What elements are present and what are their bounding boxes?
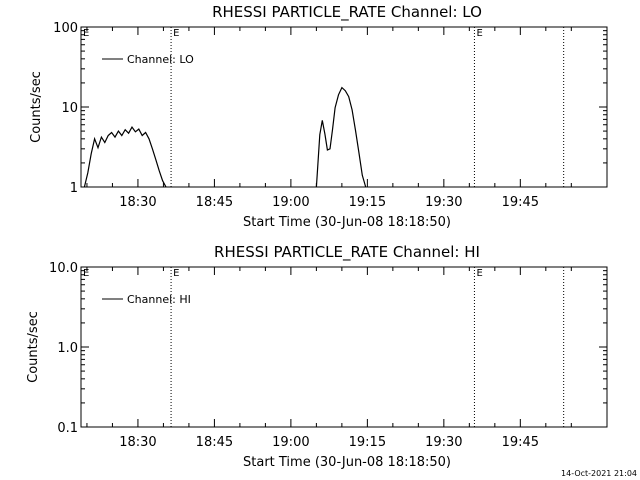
hi-event-marker-label-start: E: [83, 268, 89, 279]
lo-x-tick-label: 19:30: [425, 195, 462, 210]
hi-y-tick-label: 10.0: [49, 261, 78, 276]
hi-x-tick-label: 19:30: [425, 435, 462, 450]
lo-y-tick-label: 1: [70, 181, 78, 196]
hi-x-tick-label: 19:45: [502, 435, 539, 450]
hi-x-tick-label: 19:15: [349, 435, 386, 450]
lo-x-tick-label: 19:00: [272, 195, 309, 210]
lo-plot-frame: [80, 26, 608, 188]
hi-chart-title: RHESSI PARTICLE_RATE Channel: HI: [214, 243, 480, 262]
hi-y-tick-label: 1.0: [57, 341, 78, 356]
lo-x-axis-label: Start Time (30-Jun-08 18:18:50): [243, 215, 451, 230]
lo-x-tick-label: 19:15: [349, 195, 386, 210]
hi-channel-panel: RHESSI PARTICLE_RATE Channel: HI Counts/…: [26, 243, 608, 470]
lo-event-marker-label: E: [173, 28, 179, 39]
lo-series-line: [315, 86, 367, 187]
hi-x-tick-label: 19:00: [272, 435, 309, 450]
lo-event-marker-label: E: [476, 28, 482, 39]
hi-x-tick-label: 18:30: [119, 435, 156, 450]
lo-chart-title: RHESSI PARTICLE_RATE Channel: LO: [212, 3, 482, 22]
lo-y-tick-label: 10: [61, 101, 78, 116]
hi-chart-marks: 18:30 18:45 19:00 19:15 19:30 19:45 0.1 1.0 10.0…: [49, 261, 607, 450]
lo-x-tick-label: 19:45: [502, 195, 539, 210]
hi-y-axis-label: Counts/sec: [26, 311, 41, 383]
hi-event-marker-label: E: [476, 268, 482, 279]
hi-x-axis-label: Start Time (30-Jun-08 18:18:50): [243, 455, 451, 470]
lo-legend-label: Channel: LO: [127, 53, 194, 66]
lo-chart-marks: 18:30 18:45 19:00 19:15 19:30 19:45 1 10 100 E E E: [53, 21, 607, 210]
lo-series-line: [83, 125, 167, 187]
lo-x-tick-label: 18:45: [196, 195, 233, 210]
hi-x-tick-label: 18:45: [196, 435, 233, 450]
lo-event-marker-label-start: E: [83, 28, 89, 39]
lo-y-axis-label: Counts/sec: [29, 71, 44, 143]
hi-legend-label: Channel: HI: [127, 293, 191, 306]
hi-plot-frame: [80, 266, 608, 428]
lo-channel-panel: RHESSI PARTICLE_RATE Channel: LO Counts/…: [29, 3, 608, 230]
hi-y-tick-label: 0.1: [57, 421, 78, 436]
lo-x-tick-label: 18:30: [119, 195, 156, 210]
hi-event-marker-label: E: [173, 268, 179, 279]
lo-y-tick-label: 100: [53, 21, 78, 36]
footer-timestamp: 14-Oct-2021 21:04: [561, 469, 637, 478]
